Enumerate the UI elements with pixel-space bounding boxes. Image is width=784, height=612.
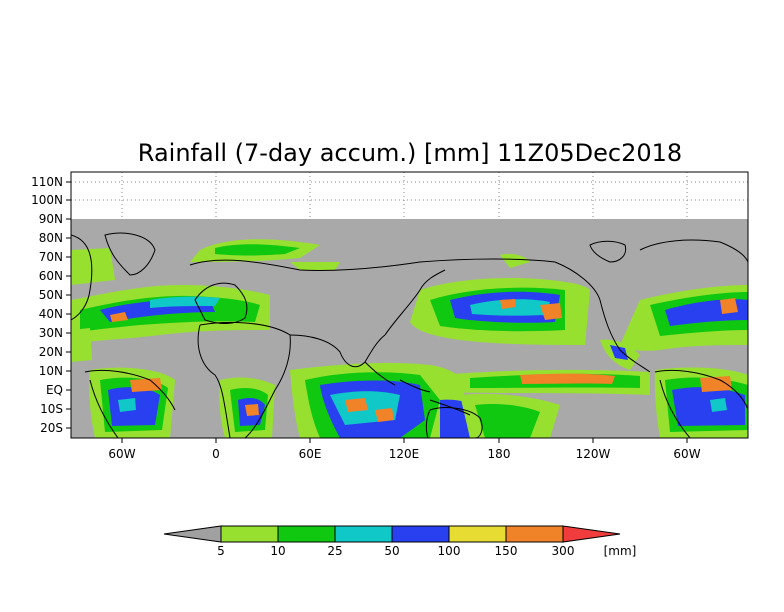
lat-label: 110N — [31, 175, 63, 189]
lon-label: 60W — [108, 447, 135, 461]
lat-label: 100N — [31, 193, 63, 207]
colorbar-label: 10 — [270, 544, 285, 558]
colorbar: 5 10 25 50 100 150 300 [mm] — [163, 525, 637, 558]
rainfall-field — [71, 239, 748, 438]
lat-label: 20S — [40, 421, 63, 435]
lat-label: 30N — [39, 326, 63, 340]
colorbar-label: 100 — [438, 544, 461, 558]
lat-label: 60N — [39, 269, 63, 283]
lon-label: 0 — [212, 447, 220, 461]
colorbar-label: 25 — [327, 544, 342, 558]
colorbar-bin — [277, 525, 336, 543]
colorbar-bin — [334, 525, 393, 543]
lat-label: 10S — [40, 402, 63, 416]
lat-label: 80N — [39, 231, 63, 245]
lon-label: 60W — [673, 447, 700, 461]
colorbar-unit: [mm] — [604, 544, 637, 558]
lat-label: 10N — [39, 364, 63, 378]
lat-label: EQ — [46, 383, 63, 397]
lat-label: 90N — [39, 212, 63, 226]
lon-axis — [121, 438, 688, 443]
colorbar-bin — [505, 525, 564, 543]
coastlines — [71, 232, 748, 438]
grid-lines — [71, 172, 748, 219]
lon-label: 60E — [299, 447, 322, 461]
lat-axis — [66, 181, 71, 429]
colorbar-label: 5 — [217, 544, 225, 558]
lon-label: 180 — [488, 447, 511, 461]
map-title: Rainfall (7-day accum.) [mm] 11Z05Dec201… — [138, 139, 682, 167]
lat-label: 20N — [39, 345, 63, 359]
lon-label: 120E — [389, 447, 420, 461]
colorbar-above-arrow — [562, 525, 621, 543]
colorbar-below-arrow — [163, 525, 222, 543]
colorbar-label: 150 — [495, 544, 518, 558]
colorbar-label: 300 — [552, 544, 575, 558]
colorbar-bin — [391, 525, 450, 543]
lon-label: 120W — [576, 447, 611, 461]
colorbar-label: 50 — [384, 544, 399, 558]
lat-label: 70N — [39, 250, 63, 264]
lat-label: 50N — [39, 288, 63, 302]
plot-frame — [70, 171, 749, 439]
colorbar-bin — [220, 525, 279, 543]
lat-label: 40N — [39, 307, 63, 321]
colorbar-bin — [448, 525, 507, 543]
lon-labels: 60W 0 60E 120E 180 120W 60W — [108, 447, 700, 461]
lat-labels: 110N 100N 90N 80N 70N 60N 50N 40N 30N 20… — [31, 175, 63, 435]
